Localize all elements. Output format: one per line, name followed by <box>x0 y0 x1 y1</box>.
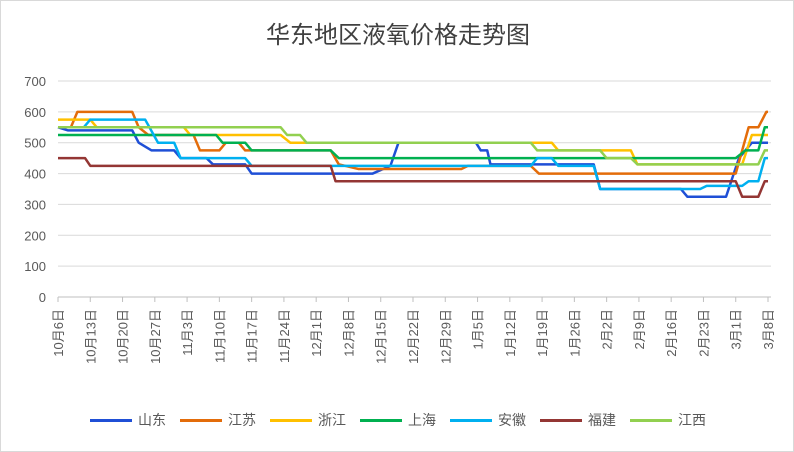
x-tick-label: 3月1日 <box>729 309 744 349</box>
x-tick-label: 11月10日 <box>212 309 227 363</box>
x-tick-label: 2月2日 <box>600 309 615 349</box>
legend-swatch <box>360 418 402 422</box>
legend-item: 上海 <box>360 410 436 430</box>
x-tick-label: 11月24日 <box>277 309 292 363</box>
x-tick-label: 11月17日 <box>245 309 260 363</box>
legend-swatch <box>180 418 222 422</box>
legend: 山东 江苏 浙江 上海 安徽 福建 江西 <box>1 410 793 430</box>
x-tick-label: 2月23日 <box>696 309 711 357</box>
legend-swatch <box>270 418 312 422</box>
y-tick-label: 600 <box>24 105 46 120</box>
legend-item: 山东 <box>90 410 166 430</box>
series-line-山东 <box>57 126 768 198</box>
x-tick-label: 11月3日 <box>180 309 195 356</box>
legend-label: 安徽 <box>498 413 526 429</box>
series-line-安徽 <box>58 118 768 191</box>
legend-swatch <box>90 418 132 422</box>
chart-title: 华东地区液氧价格走势图 <box>266 21 530 49</box>
y-tick-label: 400 <box>24 167 46 182</box>
legend-item: 浙江 <box>270 410 346 430</box>
legend-label: 浙江 <box>318 413 346 429</box>
x-tick-label: 12月29日 <box>438 309 453 364</box>
legend-label: 上海 <box>408 413 436 429</box>
x-tick-label: 10月6日 <box>51 309 66 357</box>
x-tick-label: 1月26日 <box>567 309 582 357</box>
y-tick-label: 700 <box>24 74 46 89</box>
x-tick-label: 12月15日 <box>374 309 389 364</box>
legend-item: 安徽 <box>450 410 526 430</box>
legend-item: 福建 <box>540 410 616 430</box>
x-tick-label: 10月20日 <box>116 309 131 364</box>
legend-label: 江西 <box>678 413 706 429</box>
x-tick-label: 1月12日 <box>503 309 518 357</box>
x-tick-label: 1月5日 <box>471 309 486 349</box>
legend-label: 江苏 <box>228 413 256 429</box>
legend-label: 福建 <box>588 413 616 429</box>
x-tick-label: 12月1日 <box>309 309 324 357</box>
y-tick-label: 300 <box>24 197 46 212</box>
x-tick-label: 1月19日 <box>535 309 550 357</box>
y-tick-label: 100 <box>24 259 46 274</box>
legend-item: 江西 <box>630 410 706 430</box>
series-line-福建 <box>58 156 768 198</box>
y-tick-label: 500 <box>24 136 46 151</box>
legend-swatch <box>540 418 582 422</box>
series-line-上海 <box>58 126 768 160</box>
legend-label: 山东 <box>138 413 166 429</box>
x-tick-label: 2月16日 <box>664 309 679 357</box>
legend-swatch <box>450 418 492 422</box>
x-tick-label: 3月8日 <box>761 309 776 349</box>
legend-item: 江苏 <box>180 410 256 430</box>
x-tick-label: 12月22日 <box>406 309 421 364</box>
x-tick-label: 12月8日 <box>341 309 356 357</box>
x-tick-label: 10月27日 <box>148 309 163 364</box>
x-tick-label: 2月9日 <box>632 309 647 349</box>
legend-swatch <box>630 418 672 422</box>
series-line-江西 <box>58 126 768 166</box>
y-tick-label: 0 <box>39 290 46 305</box>
y-tick-label: 200 <box>24 228 46 243</box>
x-tick-label: 10月13日 <box>83 309 98 364</box>
